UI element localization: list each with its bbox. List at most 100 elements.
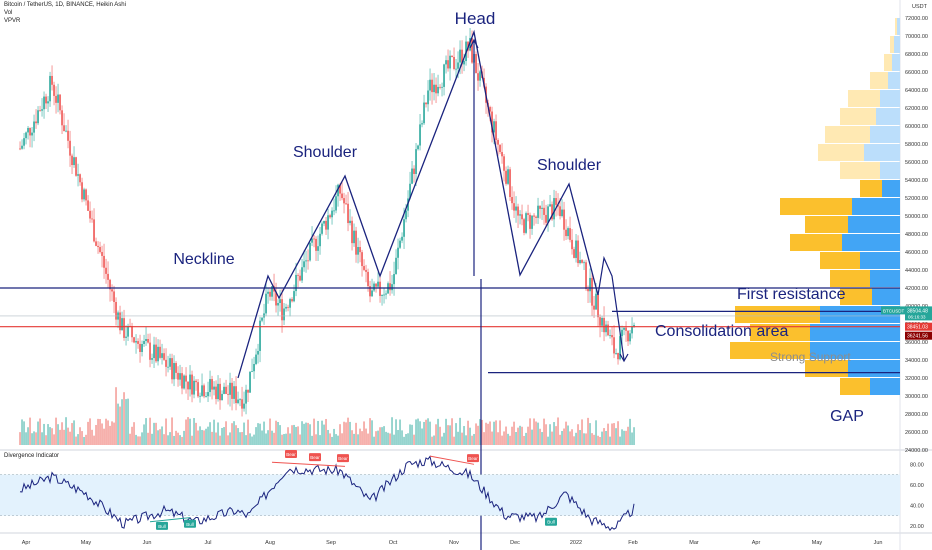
volume-bar [589,423,591,445]
candle-body [247,389,249,393]
candle-body [399,240,401,248]
volume-bar [95,424,97,445]
volume-bar [375,431,377,445]
candle-body [617,353,619,360]
candle-body [31,132,33,136]
volume-bar [139,436,141,445]
consolidation-label: Consolidation area [655,323,789,340]
candle-body [165,359,167,367]
candle-body [535,216,537,218]
candle-body [493,121,495,133]
volume-bar [615,428,617,445]
candle-body [245,389,247,404]
volume-bar [349,421,351,445]
candle-body [299,275,301,281]
candle-body [33,121,35,133]
volume-bar [611,423,613,445]
price-tick-label: 48000.00 [905,232,928,238]
head-label: Head [455,9,496,28]
vp-bar-blue [892,54,900,71]
volume-bar [211,431,213,445]
volume-bar [149,417,151,445]
volume-bar [341,433,343,445]
vp-bar-blue [820,306,900,323]
osc-tick-label: 60.00 [910,483,924,489]
candle-body [241,399,243,409]
volume-bar [623,430,625,445]
candle-body [341,193,343,199]
volume-bar [549,424,551,445]
candle-body [47,101,49,104]
volume-bar [421,428,423,445]
candle-body [177,372,179,380]
volume-bar [595,420,597,445]
candle-body [237,399,239,404]
volume-bar [543,418,545,445]
volume-bar [233,421,235,445]
osc-tick-label: 40.00 [910,503,924,509]
volume-bar [203,430,205,445]
candle-body [185,375,187,382]
candle-body [479,71,481,81]
candle-body [513,203,515,211]
candle-body [585,262,587,289]
candle-body [339,184,341,194]
volume-bar [297,426,299,445]
volume-bar [491,431,493,445]
volume-bar [169,432,171,445]
volume-bar [575,432,577,445]
candle-body [79,174,81,183]
candle-body [453,56,455,70]
volume-bar [39,418,41,445]
volume-bar [539,428,541,445]
volume-bar [317,420,319,445]
shoulder-left-label: Shoulder [293,144,358,161]
volume-bar [97,418,99,445]
candle-body [311,238,313,243]
volume-bar [531,429,533,445]
volume-bar [459,417,461,445]
candle-body [347,203,349,224]
candle-body [159,346,161,358]
volume-bar [121,399,123,445]
volume-bar [199,426,201,445]
volume-bar [43,423,45,445]
candle-body [361,252,363,267]
vp-bar-blue [882,180,900,197]
volume-bar [135,434,137,445]
candle-body [449,55,451,69]
candle-body [555,198,557,205]
candle-body [579,260,581,264]
candle-body [325,220,327,230]
volume-bar [129,433,131,445]
candle-body [391,284,393,291]
volume-bar [577,424,579,445]
volume-bar [337,435,339,445]
volume-bar [275,420,277,445]
candle-body [209,379,211,393]
volume-bar [487,423,489,445]
volume-bar [391,417,393,445]
volume-bar [323,424,325,445]
volume-bar [153,422,155,445]
candle-body [393,274,395,285]
volume-bar [123,392,125,445]
candle-body [337,184,339,197]
volume-bar [75,436,77,445]
vp-bar-blue [870,126,900,143]
volume-bar [495,420,497,445]
volume-bar [373,436,375,445]
volume-bar [405,434,407,445]
candle-body [269,291,271,297]
volume-bar [177,432,179,445]
candle-body [51,75,53,85]
candle-body [225,386,227,394]
volume-bar [213,419,215,445]
volume-bar [479,419,481,445]
shoulder-right-label: Shoulder [537,157,602,174]
volume-bar [503,431,505,445]
candle-body [321,223,323,234]
candle-body [227,393,229,395]
time-tick-label: Oct [389,540,398,546]
